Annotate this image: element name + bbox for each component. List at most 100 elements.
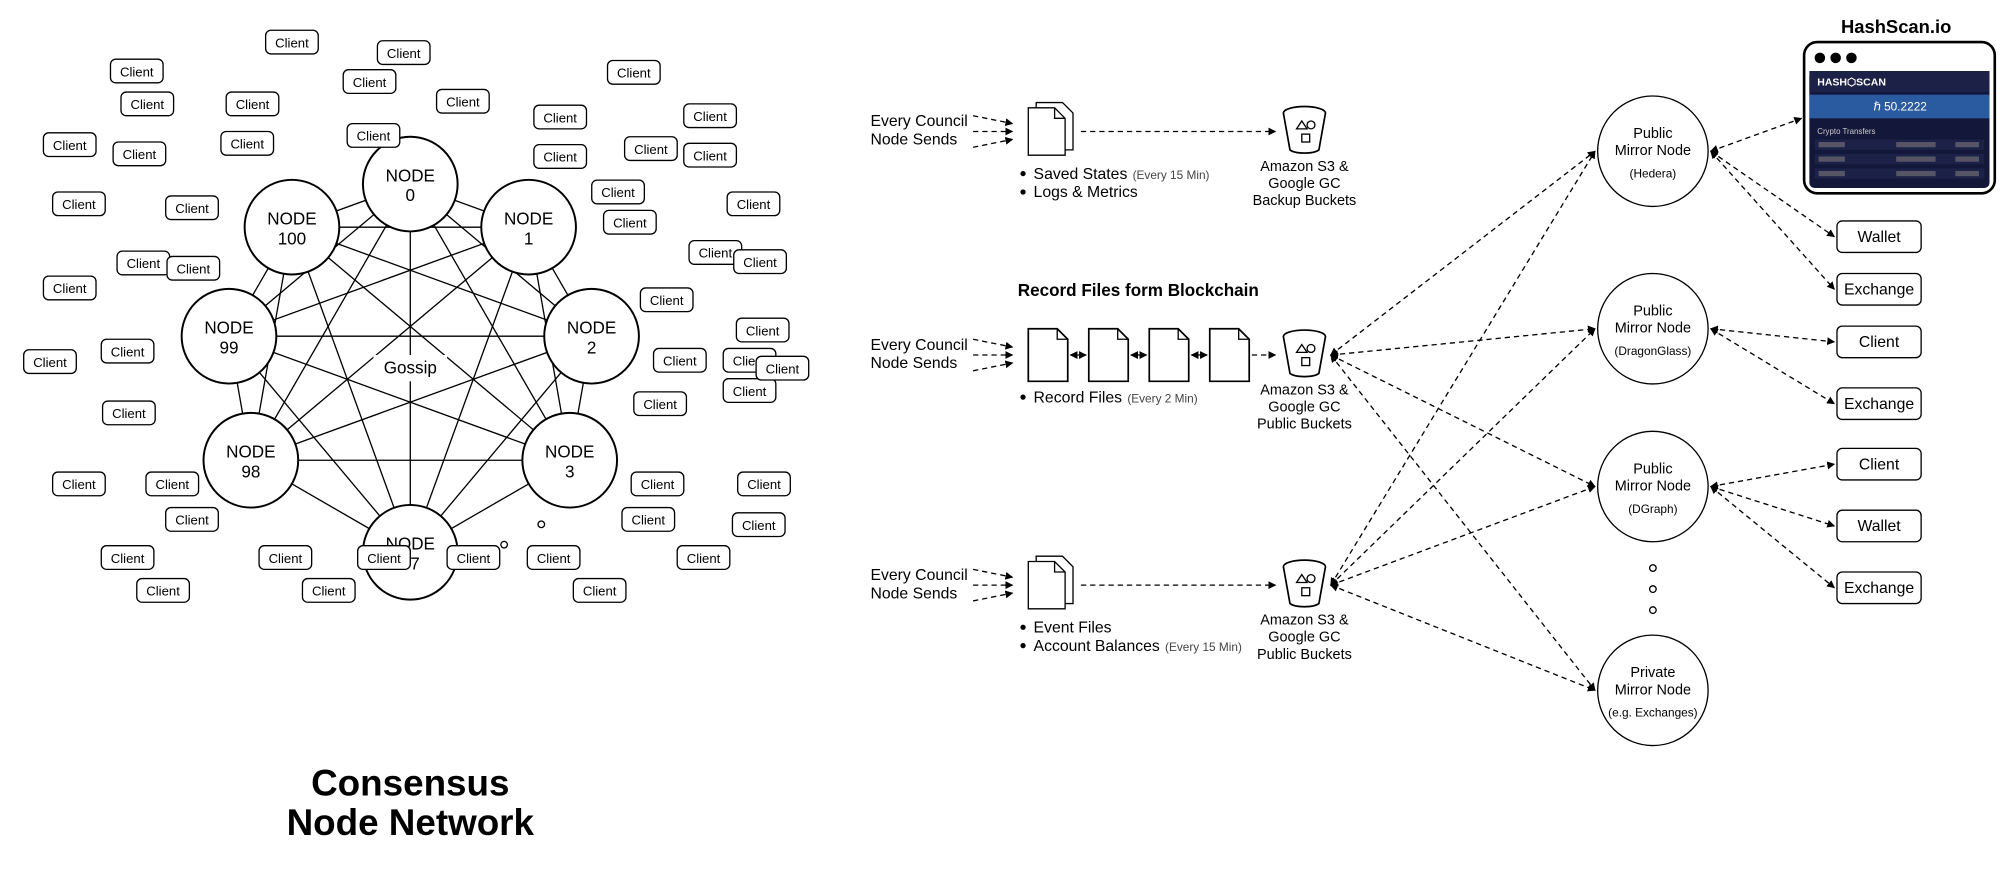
bucket-icon	[1283, 107, 1325, 154]
client-label: Client	[457, 551, 491, 566]
file-icon	[1028, 329, 1067, 382]
client-label: Client	[641, 477, 675, 492]
client-label: Client	[693, 148, 727, 163]
file-icon	[1089, 329, 1128, 382]
client-label: Client	[146, 584, 180, 599]
window-dot	[1815, 53, 1826, 64]
section-title: Node Network	[287, 802, 535, 843]
hashscan-cell	[1955, 156, 1979, 161]
client-label: Client	[747, 477, 781, 492]
node-label: NODE	[567, 319, 616, 338]
mirror-title: Mirror Node	[1615, 682, 1691, 698]
mirror-title: Private	[1630, 665, 1675, 681]
client-label: Client	[123, 147, 157, 162]
consumer-link	[1711, 118, 1802, 151]
bucket-label: Amazon S3 &	[1260, 382, 1349, 398]
window-dot	[1846, 53, 1857, 64]
client-label: Client	[156, 477, 190, 492]
bucket-label: Google GC	[1268, 400, 1340, 416]
consumer-label: Exchange	[1844, 282, 1914, 299]
mirror-link	[1331, 329, 1595, 355]
hashscan-cell	[1819, 156, 1845, 161]
mirror-link	[1331, 329, 1595, 585]
node-id: 3	[565, 462, 574, 481]
bucket-label: Google GC	[1268, 630, 1340, 646]
mirror-title: Mirror Node	[1615, 321, 1691, 337]
file-icon	[1028, 556, 1073, 609]
ellipsis-dot	[1650, 565, 1657, 572]
mesh-edge	[410, 227, 528, 552]
architecture-diagram: GossipNODE0NODE1NODE2NODE3NODE97NODE98NO…	[0, 0, 2004, 881]
hashscan-cell	[1955, 171, 1979, 176]
bucket-icon	[1283, 560, 1325, 607]
section-header: Record Files form Blockchain	[1018, 281, 1259, 300]
bucket-label: Public Buckets	[1257, 417, 1352, 433]
bullet-dot	[1020, 171, 1025, 176]
client-label: Client	[613, 215, 647, 230]
mirror-sub: (DragonGlass)	[1614, 344, 1691, 358]
hashscan-cell	[1896, 156, 1935, 161]
node-id: 0	[406, 186, 415, 205]
send-arrow	[973, 139, 1012, 147]
consumer-link	[1711, 487, 1835, 526]
consumer-label: Client	[1859, 334, 1900, 351]
client-label: Client	[737, 197, 771, 212]
bullet-dot	[1020, 625, 1025, 630]
mirror-title: Mirror Node	[1615, 143, 1691, 159]
client-label: Client	[742, 518, 776, 533]
hashscan-cell	[1955, 142, 1979, 147]
bucket-label: Amazon S3 &	[1260, 159, 1349, 175]
mirror-link	[1331, 151, 1595, 355]
send-arrow	[973, 593, 1012, 601]
bullet-dot	[1020, 643, 1025, 648]
client-label: Client	[601, 185, 635, 200]
client-label: Client	[617, 66, 651, 81]
send-arrow	[973, 363, 1012, 371]
client-label: Client	[693, 109, 727, 124]
client-label: Client	[643, 397, 677, 412]
ellipsis-dot	[1650, 586, 1657, 593]
client-label: Client	[175, 513, 209, 528]
node-label: NODE	[504, 210, 553, 229]
node-id: 98	[241, 462, 260, 481]
bullet-text: Logs & Metrics	[1034, 184, 1138, 201]
node-id: 1	[524, 229, 533, 248]
client-label: Client	[766, 361, 800, 376]
section-title: Consensus	[311, 763, 509, 804]
send-arrow	[973, 569, 1012, 577]
ellipsis-dot	[1650, 607, 1657, 614]
file-icon	[1149, 329, 1188, 382]
client-label: Client	[175, 201, 209, 216]
hashscan-title: HashScan.io	[1841, 16, 1951, 37]
hashscan-cell	[1896, 142, 1935, 147]
client-label: Client	[537, 551, 571, 566]
mesh-edge	[292, 227, 410, 552]
client-label: Client	[733, 384, 767, 399]
client-label: Client	[687, 551, 721, 566]
hashscan-cell	[1819, 171, 1845, 176]
client-label: Client	[269, 551, 303, 566]
client-label: Client	[446, 95, 480, 110]
client-label: Client	[543, 110, 577, 125]
client-label: Client	[53, 138, 87, 153]
client-label: Client	[663, 354, 697, 369]
client-label: Client	[743, 255, 777, 270]
client-label: Client	[111, 551, 145, 566]
bucket-label: Public Buckets	[1257, 647, 1352, 663]
mirror-title: Mirror Node	[1615, 478, 1691, 494]
bucket-label: Google GC	[1268, 176, 1340, 192]
mirror-sub: (e.g. Exchanges)	[1608, 706, 1697, 720]
client-label: Client	[62, 477, 96, 492]
client-label: Client	[53, 281, 87, 296]
ellipsis-dot	[501, 541, 508, 548]
client-label: Client	[230, 137, 264, 152]
bullet-text: Record Files(Every 2 Min)	[1034, 389, 1198, 406]
bucket-label: Backup Buckets	[1253, 193, 1357, 209]
gossip-label: Gossip	[384, 358, 437, 377]
node-label: NODE	[267, 210, 316, 229]
send-arrow	[973, 116, 1012, 124]
node-label: NODE	[545, 443, 594, 462]
hashscan-section: Crypto Transfers	[1817, 127, 1875, 136]
send-label: Node Sends	[871, 132, 958, 149]
consumer-label: Exchange	[1844, 580, 1914, 597]
